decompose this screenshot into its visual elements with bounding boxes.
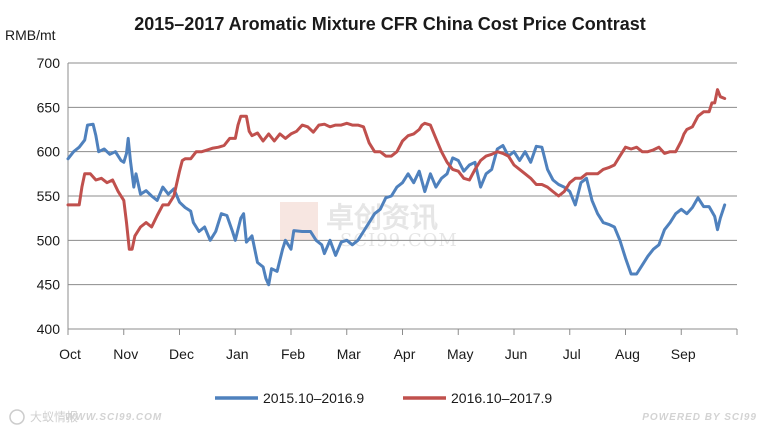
x-tick-label: Jun bbox=[505, 346, 528, 362]
y-tick-label: 450 bbox=[37, 277, 61, 293]
y-tick-label: 550 bbox=[37, 188, 61, 204]
legend-label-1: 2015.10–2016.9 bbox=[263, 390, 364, 406]
x-tick-label: Apr bbox=[394, 346, 416, 362]
y-tick-label: 650 bbox=[37, 99, 61, 115]
y-axis: 400 450 500 550 600 650 700 bbox=[37, 55, 61, 337]
series-line-1 bbox=[66, 122, 727, 287]
x-tick-label: May bbox=[447, 346, 473, 362]
legend-label-2: 2016.10–2017.9 bbox=[451, 390, 552, 406]
footer-left-url: WWW.SCI99.COM bbox=[65, 412, 162, 423]
y-tick-label: 600 bbox=[37, 144, 61, 160]
y-tick-label: 500 bbox=[37, 232, 61, 248]
x-tick-label: Aug bbox=[615, 346, 640, 362]
series-group bbox=[66, 88, 727, 287]
legend: 2015.10–2016.9 2016.10–2017.9 bbox=[215, 390, 552, 406]
x-tick-label: Jul bbox=[563, 346, 581, 362]
watermark: 卓创资讯 SCI99.COM bbox=[280, 201, 457, 251]
footer-logo-icon bbox=[9, 409, 25, 425]
chart-title: 2015–2017 Aromatic Mixture CFR China Cos… bbox=[134, 14, 646, 34]
x-tick-label: Mar bbox=[337, 346, 361, 362]
series-line-2 bbox=[66, 88, 727, 251]
y-tick-label: 400 bbox=[37, 321, 61, 337]
x-tick-label: Oct bbox=[59, 346, 81, 362]
y-axis-unit-label: RMB/mt bbox=[5, 27, 56, 43]
x-tick-label: Sep bbox=[671, 346, 696, 362]
footer: 大蚁情报 WWW.SCI99.COM POWERED BY SCI99 bbox=[9, 409, 757, 425]
x-tick-label: Dec bbox=[169, 346, 194, 362]
x-tick-label: Jan bbox=[226, 346, 249, 362]
x-axis: Oct Nov Dec Jan Feb Mar Apr May Jun Jul Aug Sep bbox=[59, 329, 738, 362]
x-tick-label: Nov bbox=[113, 346, 138, 362]
y-tick-label: 700 bbox=[37, 55, 61, 71]
grid bbox=[68, 62, 737, 286]
footer-left-brand: 大蚁情报 bbox=[30, 409, 78, 424]
x-tick-label: Feb bbox=[281, 346, 305, 362]
footer-right-credit: POWERED BY SCI99 bbox=[642, 412, 757, 423]
